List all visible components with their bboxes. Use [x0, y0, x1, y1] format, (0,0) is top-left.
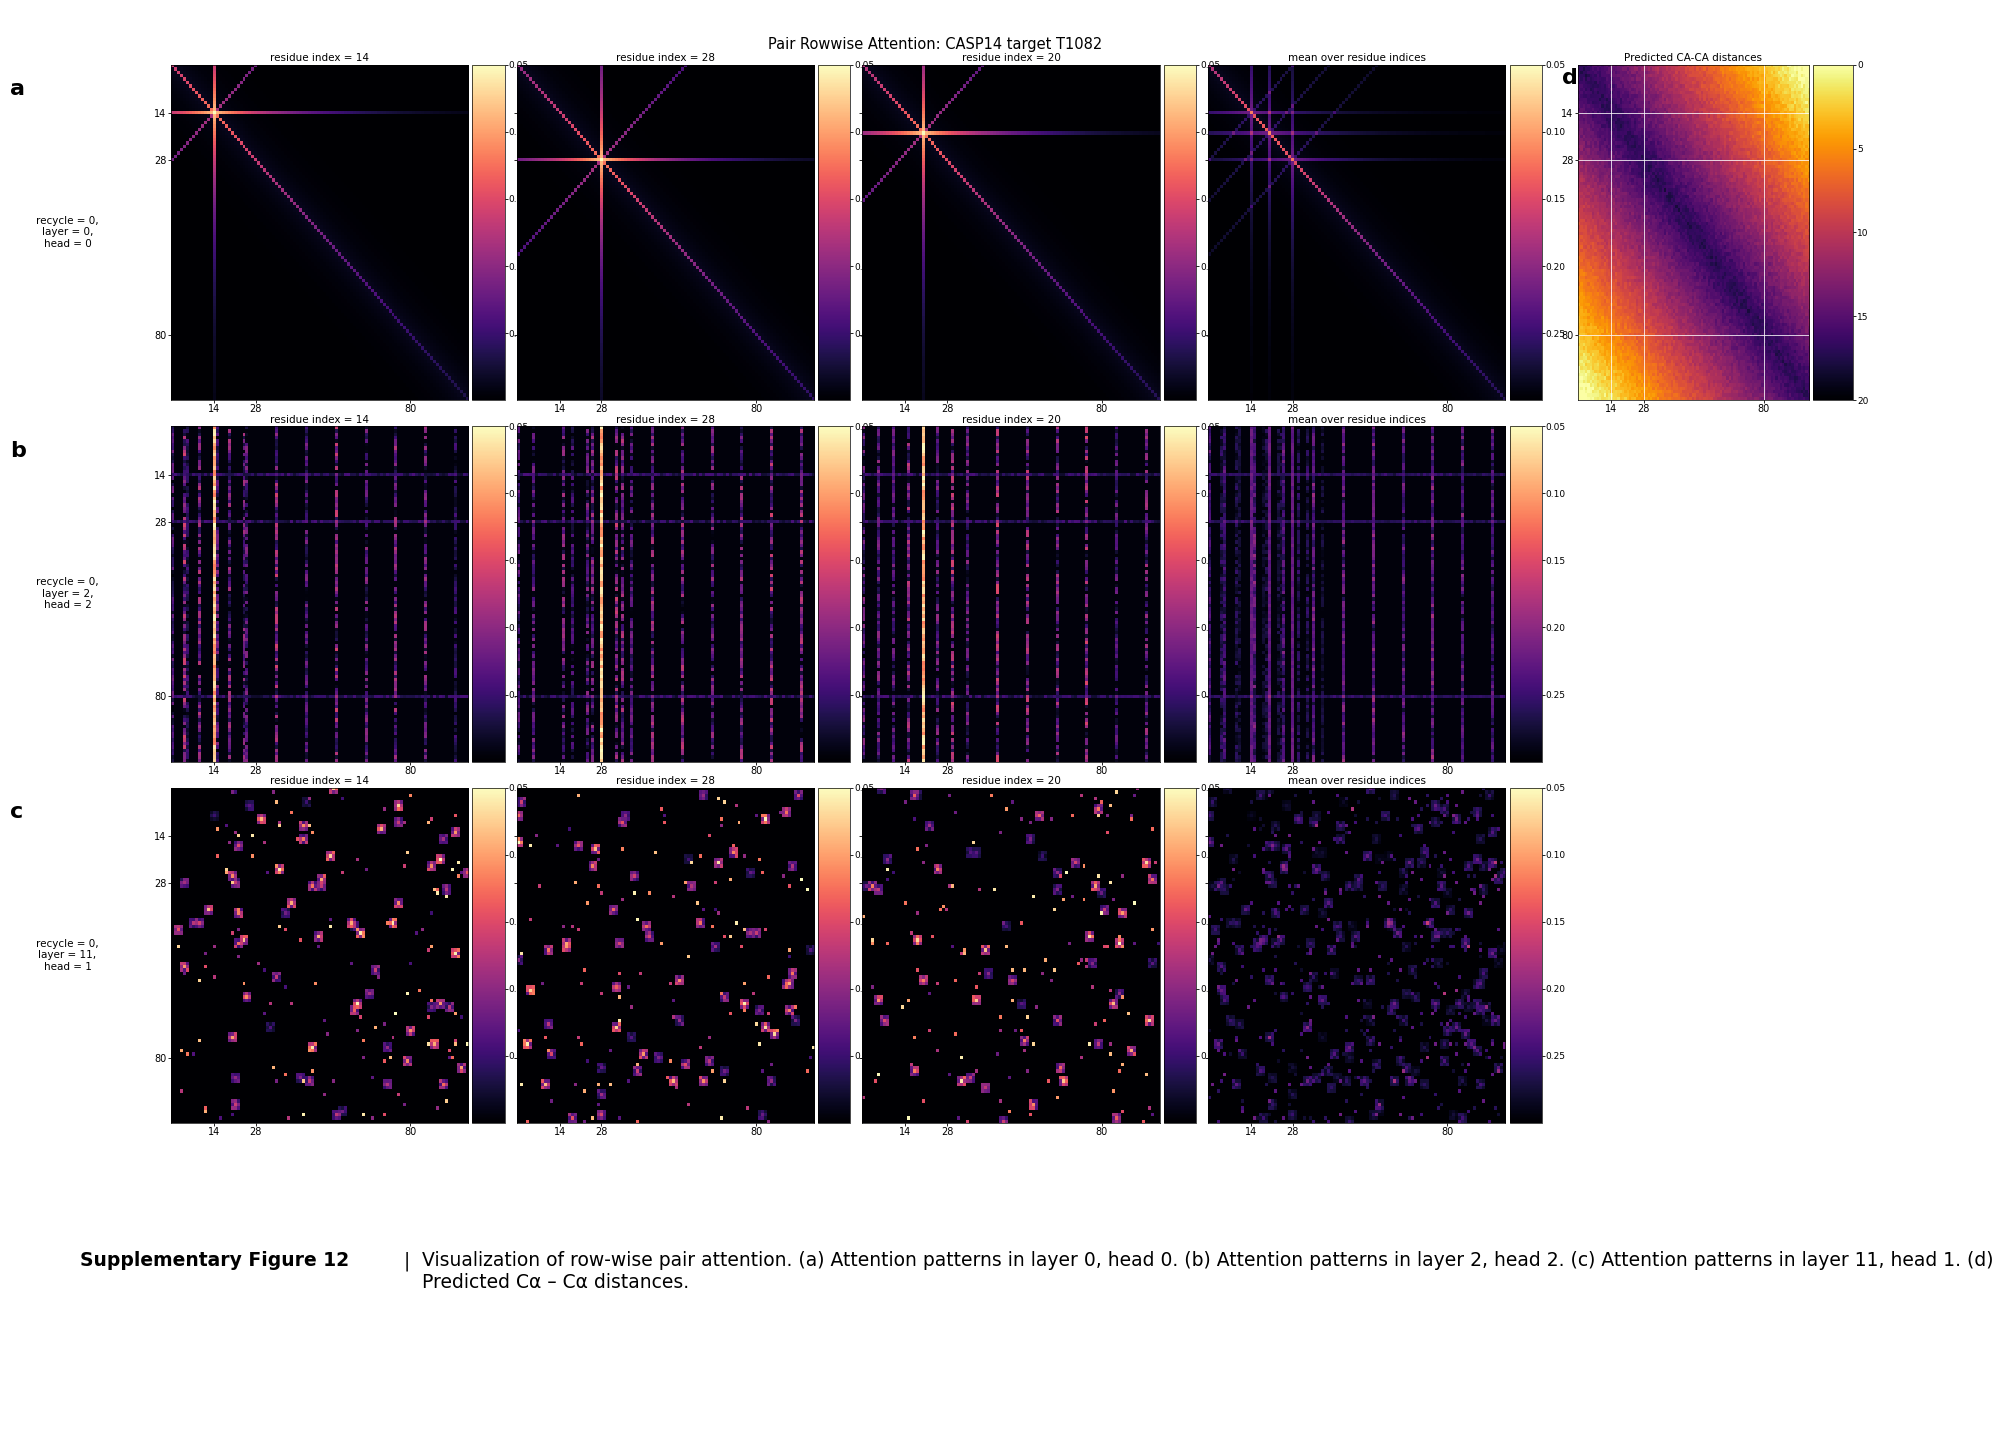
Title: mean over residue indices: mean over residue indices	[1288, 414, 1425, 424]
Title: residue index = 28: residue index = 28	[615, 777, 716, 787]
Title: Predicted CA-CA distances: Predicted CA-CA distances	[1624, 53, 1763, 63]
Title: mean over residue indices: mean over residue indices	[1288, 777, 1425, 787]
Text: Pair Rowwise Attention: CASP14 target T1082: Pair Rowwise Attention: CASP14 target T1…	[768, 37, 1101, 52]
Text: recycle = 0,
layer = 11,
head = 1: recycle = 0, layer = 11, head = 1	[36, 939, 98, 972]
Title: residue index = 20: residue index = 20	[961, 414, 1061, 424]
Title: residue index = 14: residue index = 14	[269, 414, 370, 424]
Title: residue index = 28: residue index = 28	[615, 53, 716, 63]
Text: a: a	[10, 79, 24, 99]
Title: residue index = 28: residue index = 28	[615, 414, 716, 424]
Text: Visualization of row-wise pair attention. (​a​) Attention patterns in layer 0, h: Visualization of row-wise pair attention…	[422, 1251, 1994, 1293]
Text: |: |	[398, 1251, 416, 1271]
Title: residue index = 14: residue index = 14	[269, 53, 370, 63]
Text: d: d	[1562, 68, 1578, 88]
Text: c: c	[10, 802, 24, 823]
Title: residue index = 20: residue index = 20	[961, 53, 1061, 63]
Title: mean over residue indices: mean over residue indices	[1288, 53, 1425, 63]
Text: recycle = 0,
layer = 2,
head = 2: recycle = 0, layer = 2, head = 2	[36, 577, 98, 611]
Text: recycle = 0,
layer = 0,
head = 0: recycle = 0, layer = 0, head = 0	[36, 216, 98, 249]
Title: residue index = 14: residue index = 14	[269, 777, 370, 787]
Title: residue index = 20: residue index = 20	[961, 777, 1061, 787]
Text: Supplementary Figure 12: Supplementary Figure 12	[80, 1251, 350, 1270]
Text: b: b	[10, 440, 26, 460]
